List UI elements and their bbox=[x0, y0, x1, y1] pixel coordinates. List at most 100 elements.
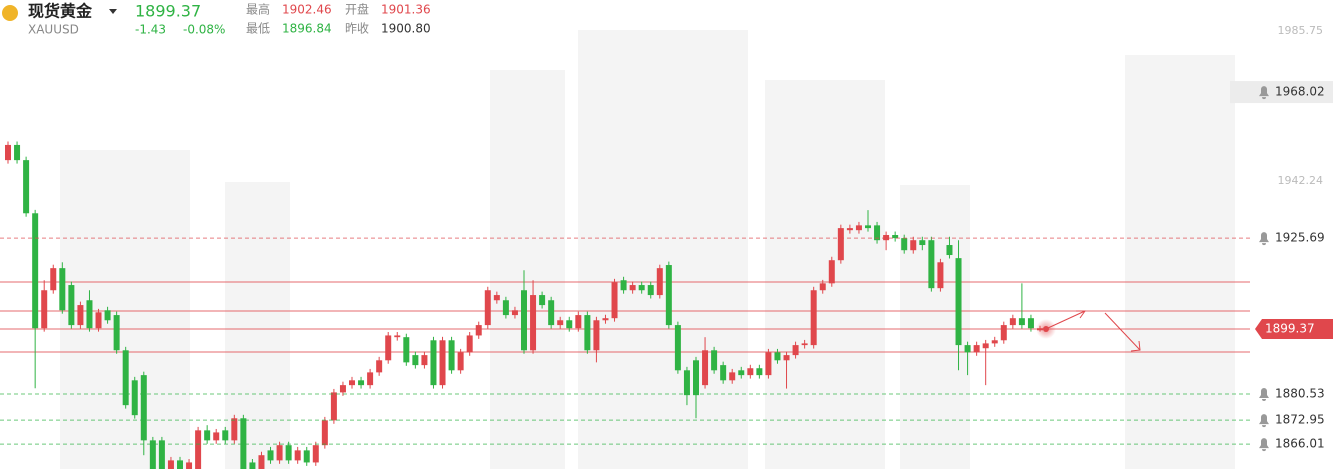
candle-body bbox=[783, 355, 790, 361]
candle-body bbox=[801, 343, 808, 346]
candle-body bbox=[321, 420, 328, 446]
candle-body bbox=[403, 337, 410, 363]
prev-close-label: 昨收 bbox=[345, 22, 369, 36]
candle-body bbox=[883, 235, 890, 241]
alert-label: 1866.01 bbox=[1275, 437, 1325, 451]
candle-body bbox=[195, 430, 202, 469]
candle-body bbox=[982, 343, 989, 349]
candle-body bbox=[1018, 318, 1025, 326]
candle-body bbox=[756, 368, 763, 376]
candle-body bbox=[312, 445, 319, 463]
high-label: 最高 bbox=[246, 2, 270, 17]
candle-body bbox=[249, 462, 256, 469]
bell-icon bbox=[1259, 232, 1269, 246]
candle-body bbox=[928, 240, 935, 289]
candle-body bbox=[575, 315, 582, 329]
bell-icon bbox=[1259, 388, 1269, 402]
candle-body bbox=[23, 160, 30, 214]
change-pct: -0.08% bbox=[183, 23, 225, 37]
prev-close: 1900.80 bbox=[381, 22, 431, 36]
alert-label: 1880.53 bbox=[1275, 387, 1325, 401]
candle-body bbox=[874, 225, 881, 241]
candle-body bbox=[439, 340, 446, 386]
candle-body bbox=[530, 295, 537, 351]
candle-body bbox=[104, 310, 111, 321]
gold-icon bbox=[2, 5, 18, 21]
candle-body bbox=[240, 418, 247, 469]
candle-body bbox=[647, 285, 654, 296]
y-tick-label: 1985.75 bbox=[1278, 24, 1324, 37]
candle-body bbox=[810, 290, 817, 346]
candle-body bbox=[557, 320, 564, 326]
candle-body bbox=[267, 450, 274, 461]
candle-body bbox=[747, 368, 754, 376]
bell-icon bbox=[1259, 438, 1269, 452]
candle-body bbox=[113, 315, 120, 351]
candle-body bbox=[131, 380, 138, 416]
alert-label-bg bbox=[1230, 81, 1333, 104]
dropdown-arrow[interactable] bbox=[109, 9, 117, 14]
candle-body bbox=[846, 228, 853, 231]
candle-body bbox=[521, 290, 527, 351]
candle-body bbox=[394, 335, 401, 338]
candle-body bbox=[665, 265, 672, 326]
candle-body bbox=[167, 460, 174, 469]
alert-label: 1872.95 bbox=[1275, 413, 1325, 427]
candle-body bbox=[493, 295, 500, 301]
instrument-name: 现货黄金 bbox=[28, 2, 93, 21]
candle-body bbox=[358, 380, 365, 386]
candle-body bbox=[32, 213, 39, 329]
candle-body bbox=[629, 285, 636, 291]
candle-body bbox=[683, 370, 690, 396]
low: 1896.84 bbox=[282, 22, 332, 36]
candle-body bbox=[919, 240, 926, 246]
candle-body bbox=[774, 352, 781, 361]
candle-body bbox=[1027, 318, 1034, 329]
candle-body bbox=[964, 345, 971, 353]
candle-body bbox=[5, 144, 11, 161]
candle-body bbox=[611, 282, 618, 319]
last-price-label: 1899.37 bbox=[1265, 321, 1315, 335]
candle-body bbox=[991, 340, 998, 344]
candle-body bbox=[584, 315, 591, 351]
candle-body bbox=[892, 235, 899, 239]
candle-body bbox=[231, 418, 238, 441]
candle-body bbox=[937, 262, 944, 289]
alert-label: 1925.69 bbox=[1275, 231, 1325, 245]
candle-body bbox=[330, 392, 337, 421]
alert-label: 1968.02 bbox=[1275, 85, 1325, 99]
candle-body bbox=[855, 225, 862, 231]
candle-body bbox=[602, 318, 609, 321]
candle-body bbox=[502, 300, 509, 316]
candle-body bbox=[711, 350, 718, 371]
candle-body bbox=[457, 352, 464, 371]
background-watermark bbox=[60, 30, 1235, 469]
candle-body bbox=[674, 325, 681, 371]
candle-body bbox=[792, 345, 799, 356]
candle-body bbox=[1009, 318, 1016, 326]
candle-body bbox=[77, 305, 84, 326]
candle-body bbox=[720, 365, 727, 381]
candle-body bbox=[276, 445, 283, 461]
candle-body bbox=[385, 335, 392, 361]
candle-body bbox=[765, 352, 772, 376]
candle-body bbox=[511, 310, 518, 316]
candle-body bbox=[828, 260, 835, 284]
candle-body bbox=[412, 355, 419, 366]
candle-body bbox=[222, 430, 229, 441]
candle-body bbox=[620, 280, 627, 291]
candle-body bbox=[122, 350, 129, 406]
candle-body bbox=[421, 355, 428, 366]
plot-area bbox=[0, 141, 1250, 469]
candle-body bbox=[865, 225, 871, 229]
candle-body bbox=[475, 325, 482, 336]
candle-body bbox=[349, 380, 355, 386]
candle-body bbox=[837, 228, 844, 261]
candle-body bbox=[68, 285, 75, 326]
candle-body bbox=[258, 455, 265, 469]
last-price-dot bbox=[1043, 326, 1049, 332]
candle-body bbox=[204, 430, 211, 441]
candle-body bbox=[95, 312, 102, 329]
